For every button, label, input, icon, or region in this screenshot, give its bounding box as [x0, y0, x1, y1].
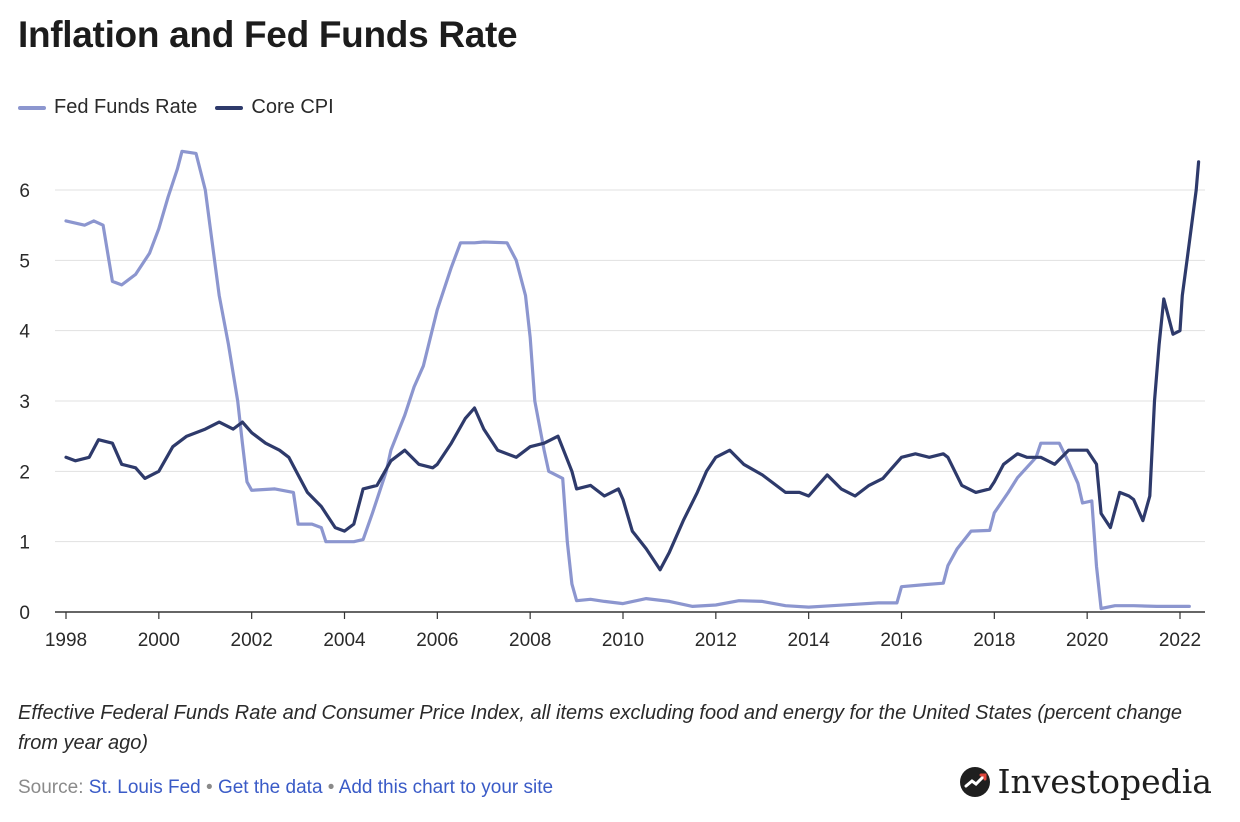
x-tick-label: 2000 — [138, 630, 180, 651]
st-louis-fed-link[interactable]: St. Louis Fed — [88, 777, 201, 798]
source-separator: • — [206, 777, 213, 798]
source-line: Source: St. Louis Fed • Get the data • A… — [18, 777, 553, 799]
y-tick-label: 1 — [19, 533, 30, 554]
series-line-core-cpi — [64, 160, 1201, 572]
x-tick-label: 2004 — [323, 630, 366, 651]
x-tick-label: 2010 — [602, 630, 644, 651]
x-tick-label: 2018 — [973, 630, 1015, 651]
x-tick-label: 2002 — [231, 630, 273, 651]
y-tick-label: 5 — [19, 251, 30, 272]
logo-wordmark: Investopedia — [997, 762, 1212, 801]
investopedia-logo-icon — [960, 766, 991, 797]
x-tick-label: 1998 — [45, 630, 87, 651]
y-tick-label: 2 — [19, 462, 30, 483]
x-tick-label: 2016 — [880, 630, 922, 651]
legend-item-fed-funds[interactable]: Fed Funds Rate — [18, 96, 197, 119]
x-tick-label: 2020 — [1066, 630, 1108, 651]
chart-title: Inflation and Fed Funds Rate — [18, 14, 518, 55]
y-tick-label: 4 — [19, 322, 30, 343]
legend-label-core-cpi: Core CPI — [251, 96, 334, 118]
chart-caption: Effective Federal Funds Rate and Consume… — [18, 702, 1182, 754]
x-tick-label: 2006 — [416, 630, 458, 651]
legend-item-core-cpi[interactable]: Core CPI — [215, 96, 334, 119]
y-tick-label: 3 — [19, 392, 30, 413]
y-tick-label: 6 — [19, 181, 30, 202]
source-separator: • — [327, 777, 335, 798]
y-tick-label: 0 — [19, 603, 30, 624]
x-tick-label: 2022 — [1159, 630, 1201, 651]
legend-swatch-fed-funds — [18, 105, 46, 110]
x-tick-label: 2008 — [509, 630, 551, 651]
legend: Fed Funds Rate Core CPI — [18, 96, 334, 119]
line-chart: 0 1 2 3 4 5 6 1998 2000 2002 2004 2006 2008 2010 2012 2… — [19, 149, 1205, 651]
legend-swatch-core-cpi — [215, 105, 244, 110]
x-tick-label: 2012 — [695, 630, 737, 651]
investopedia-logo[interactable]: Investopedia — [959, 762, 1212, 801]
get-the-data-link[interactable]: Get the data — [217, 777, 323, 798]
x-tick-label: 2014 — [788, 630, 831, 651]
add-chart-link[interactable]: Add this chart to your site — [338, 777, 554, 798]
legend-label-fed-funds: Fed Funds Rate — [54, 96, 198, 118]
series-line-fed-funds — [64, 149, 1191, 611]
source-label: Source: — [18, 777, 84, 798]
